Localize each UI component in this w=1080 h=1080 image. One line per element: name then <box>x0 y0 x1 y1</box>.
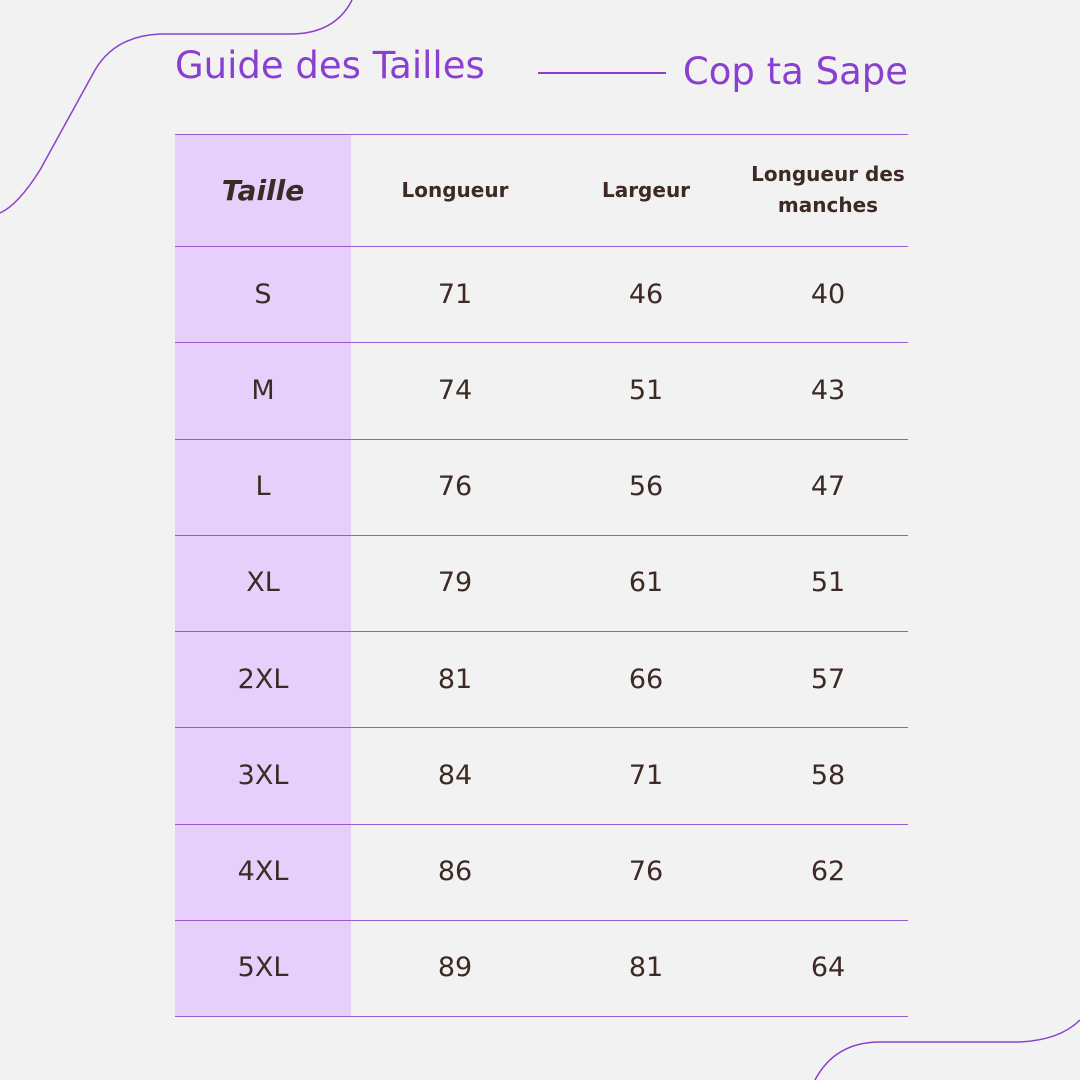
column-header: Taille <box>221 173 305 207</box>
measure-value: 81 <box>628 952 664 984</box>
measure-value: 51 <box>810 567 846 599</box>
measure-value: 66 <box>628 663 664 695</box>
measure-value: 71 <box>628 759 664 791</box>
decor-curve <box>0 0 353 214</box>
row-line <box>175 1016 908 1017</box>
row-line <box>175 342 908 344</box>
measure-value: 47 <box>810 471 846 503</box>
column-header: Longueur <box>401 177 509 202</box>
title: Guide des Tailles <box>175 44 485 87</box>
column-header: Largeur <box>601 177 691 202</box>
size-label: 3XL <box>237 759 289 791</box>
size-label: 5XL <box>237 952 289 984</box>
row-line <box>175 919 908 921</box>
size-label: 2XL <box>237 663 289 695</box>
measure-value: 81 <box>437 663 473 695</box>
measure-value: 43 <box>810 374 846 406</box>
row-line <box>175 246 908 247</box>
measure-value: 64 <box>810 952 846 984</box>
brand: Cop ta Sape <box>682 50 908 93</box>
measure-value: 74 <box>437 374 473 406</box>
measure-value: 86 <box>437 856 473 888</box>
measure-value: 76 <box>437 471 473 503</box>
measure-value: 89 <box>437 952 473 984</box>
decor-curve <box>814 1019 1080 1080</box>
row-line <box>175 631 908 632</box>
title-rule <box>538 72 666 74</box>
size-label: M <box>251 374 275 406</box>
column-header: Longueur des manches <box>751 162 905 217</box>
measure-value: 76 <box>628 856 664 888</box>
row-line <box>175 134 908 135</box>
row-line <box>175 438 908 440</box>
measure-value: 56 <box>628 471 664 503</box>
size-label: S <box>254 278 272 310</box>
measure-value: 61 <box>628 567 664 599</box>
measure-value: 79 <box>437 567 473 599</box>
measure-value: 40 <box>810 278 846 310</box>
measure-value: 58 <box>810 759 846 791</box>
size-column-bg <box>175 134 351 1016</box>
measure-value: 62 <box>810 856 846 888</box>
size-label: XL <box>246 567 280 599</box>
row-line <box>175 534 908 536</box>
size-label: 4XL <box>237 856 289 888</box>
size-label: L <box>255 471 271 503</box>
row-line <box>175 823 908 825</box>
measure-value: 84 <box>437 759 473 791</box>
measure-value: 46 <box>628 278 664 310</box>
row-line <box>175 727 908 729</box>
measure-value: 57 <box>810 663 846 695</box>
measure-value: 71 <box>437 278 473 310</box>
measure-value: 51 <box>628 374 664 406</box>
